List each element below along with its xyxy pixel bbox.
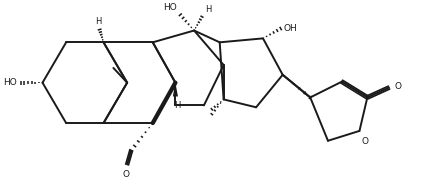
Text: HO: HO [3, 78, 17, 87]
Text: H: H [205, 5, 211, 14]
Text: H: H [95, 17, 102, 26]
Text: O: O [123, 170, 129, 179]
Text: OH: OH [284, 24, 297, 33]
Text: HO: HO [164, 3, 178, 12]
Text: O: O [362, 137, 369, 146]
Text: H: H [174, 101, 181, 110]
Text: O: O [395, 82, 402, 91]
Polygon shape [173, 83, 178, 96]
